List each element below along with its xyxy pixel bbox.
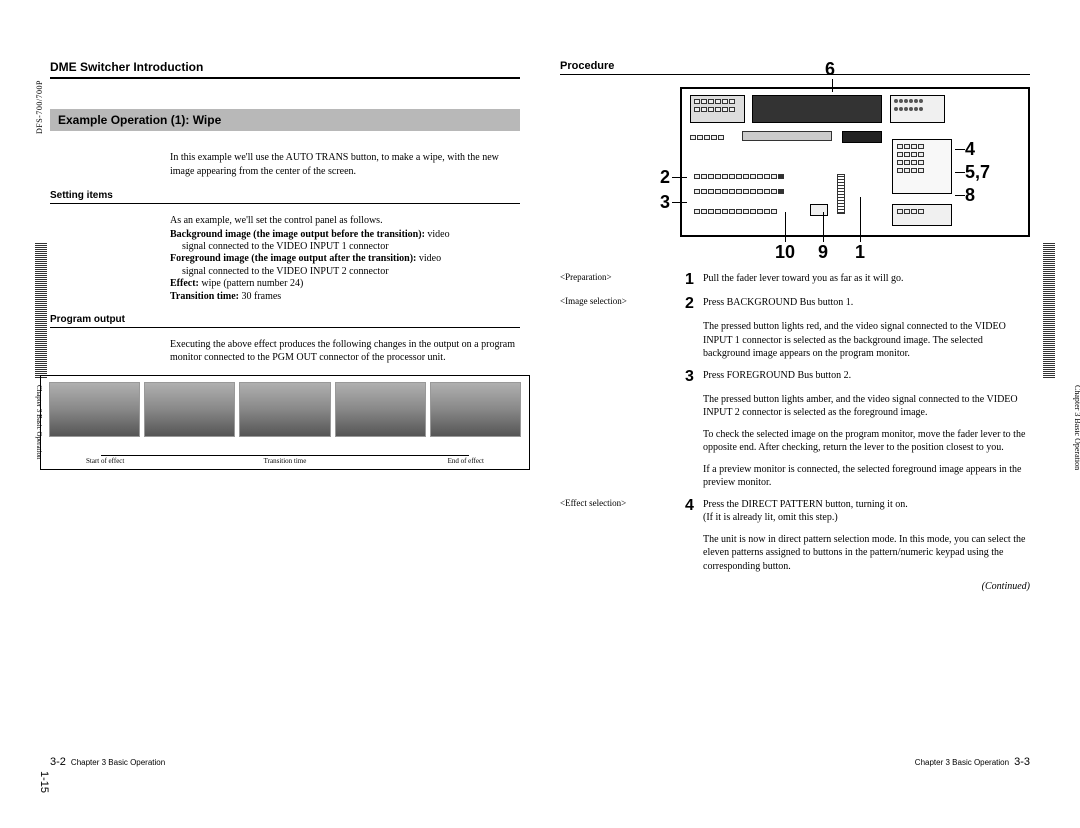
- step-3-text: Press FOREGROUND Bus button 2.: [703, 369, 1030, 385]
- step-3-follow-3: If a preview monitor is connected, the s…: [703, 463, 1030, 490]
- step-2-text: Press BACKGROUND Bus button 1.: [703, 296, 1030, 312]
- continued-label: (Continued): [560, 581, 1030, 592]
- bullet-bg-sub: signal connected to the VIDEO INPUT 1 co…: [182, 241, 520, 252]
- footer-left: 3-2 Chapter 3 Basic Operation: [50, 756, 165, 768]
- thumb-1: [49, 382, 140, 437]
- intro-text: In this example we'll use the AUTO TRANS…: [170, 151, 520, 178]
- thumb-3: [239, 382, 330, 437]
- eff-sel-label: <Effect selection>: [560, 498, 685, 525]
- step-4-num: 4: [685, 498, 703, 525]
- img-sel-label: <Image selection>: [560, 296, 685, 312]
- callout-6: 6: [825, 59, 835, 80]
- step-3-num: 3: [685, 369, 703, 385]
- page-title: DME Switcher Introduction: [50, 60, 520, 79]
- step-4-follow: The unit is now in direct pattern select…: [703, 533, 1030, 574]
- callout-3: 3: [660, 192, 670, 213]
- setting-lead: As an example, we'll set the control pan…: [170, 214, 520, 228]
- step-3-follow-2: To check the selected image on the progr…: [703, 428, 1030, 455]
- strip-start-label: Start of effect: [86, 457, 124, 465]
- step-2-follow: The pressed button lights red, and the v…: [703, 320, 1030, 361]
- step-1-num: 1: [685, 272, 703, 288]
- callout-10: 10: [775, 242, 795, 263]
- strip-arrow: [101, 455, 469, 456]
- bullet-transition: Transition time: 30 frames: [170, 290, 520, 304]
- step-3-follow-1: The pressed button lights amber, and the…: [703, 393, 1030, 420]
- strip-end-label: End of effect: [448, 457, 484, 465]
- step-4-text: Press the DIRECT PATTERN button, turning…: [703, 498, 1030, 525]
- thumb-5: [430, 382, 521, 437]
- bullet-effect: Effect: wipe (pattern number 24): [170, 277, 520, 291]
- callout-9: 9: [818, 242, 828, 263]
- callout-4: 4: [965, 139, 975, 160]
- section-banner: Example Operation (1): Wipe: [50, 109, 520, 131]
- prep-label: <Preparation>: [560, 272, 685, 288]
- thumb-4: [335, 382, 426, 437]
- callout-57: 5,7: [965, 162, 990, 183]
- footer-right: Chapter 3 Basic Operation 3-3: [915, 756, 1030, 768]
- callout-8: 8: [965, 185, 975, 206]
- bullet-fg: Foreground image (the image output after…: [170, 252, 520, 266]
- procedure-heading: Procedure: [560, 60, 1030, 75]
- setting-items-heading: Setting items: [50, 190, 520, 204]
- thumb-2: [144, 382, 235, 437]
- step-1-text: Pull the fader lever toward you as far a…: [703, 272, 1030, 288]
- step-2-num: 2: [685, 296, 703, 312]
- side-chapter-right: Chapter 3 Basic Operation: [1073, 385, 1080, 470]
- callout-1: 1: [855, 242, 865, 263]
- callout-2: 2: [660, 167, 670, 188]
- bullet-bg: Background image (the image output befor…: [170, 228, 520, 242]
- bullet-fg-sub: signal connected to the VIDEO INPUT 2 co…: [182, 266, 520, 277]
- transition-strip: Start of effect Transition time End of e…: [40, 375, 530, 470]
- program-output-text: Executing the above effect produces the …: [170, 338, 520, 365]
- strip-mid-label: Transition time: [264, 457, 307, 465]
- program-output-heading: Program output: [50, 314, 520, 328]
